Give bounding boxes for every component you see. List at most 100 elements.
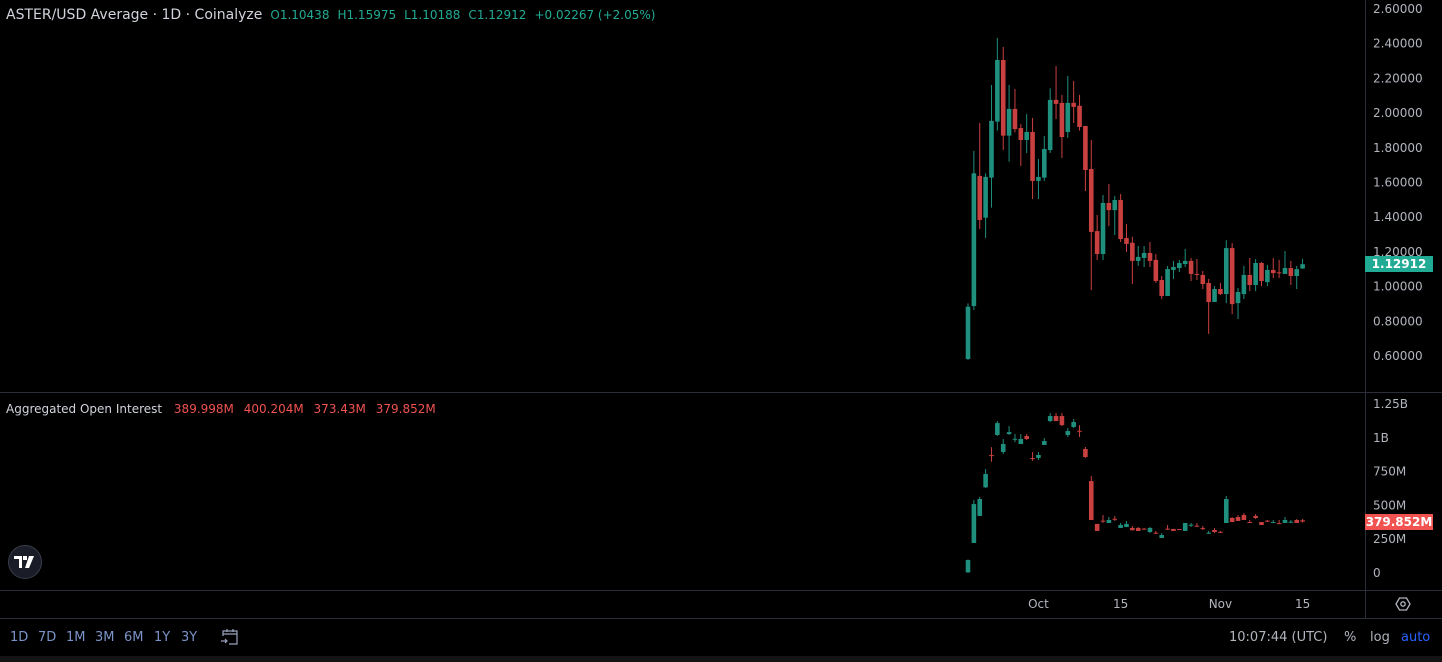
price-candle[interactable] — [1200, 270, 1206, 290]
range-1m-button[interactable]: 1M — [66, 630, 86, 645]
oi-candle[interactable] — [1141, 527, 1147, 530]
price-candle[interactable] — [1253, 259, 1258, 292]
oi-candle[interactable] — [1000, 439, 1006, 455]
oi-candle[interactable] — [1071, 419, 1076, 429]
oi-candle[interactable] — [983, 469, 988, 488]
price-candle[interactable] — [1223, 240, 1229, 304]
oi-title[interactable]: Aggregated Open Interest — [6, 402, 163, 416]
oi-candle[interactable] — [1218, 530, 1223, 533]
oi-candle[interactable] — [1171, 528, 1176, 531]
oi-candle[interactable] — [1059, 413, 1065, 427]
price-candle[interactable] — [995, 37, 1000, 131]
price-candle[interactable] — [1171, 260, 1176, 279]
oi-candle[interactable] — [1235, 514, 1241, 521]
range-3m-button[interactable]: 3M — [95, 630, 115, 645]
oi-candle[interactable] — [977, 497, 983, 516]
price-candle[interactable] — [1141, 246, 1147, 267]
oi-candle[interactable] — [1135, 527, 1141, 531]
price-candle[interactable] — [1047, 88, 1053, 154]
oi-candle[interactable] — [1153, 530, 1159, 534]
price-candle[interactable] — [1030, 117, 1035, 199]
price-candle[interactable] — [1065, 75, 1071, 138]
oi-candle[interactable] — [1229, 517, 1235, 523]
oi-candle[interactable] — [1006, 426, 1012, 435]
oi-candle[interactable] — [1223, 495, 1229, 523]
oi-candle[interactable] — [1165, 525, 1170, 531]
price-candle[interactable] — [1182, 248, 1188, 267]
oi-candle[interactable] — [1024, 434, 1029, 440]
price-candle[interactable] — [1106, 184, 1112, 227]
price-candle[interactable] — [971, 150, 977, 311]
oi-candle[interactable] — [1124, 520, 1129, 528]
price-candle[interactable] — [1000, 46, 1006, 151]
price-candle[interactable] — [1229, 243, 1235, 315]
price-candle[interactable] — [1206, 278, 1211, 334]
price-candle[interactable] — [1118, 193, 1123, 243]
price-candle[interactable] — [1241, 265, 1247, 300]
oi-candle[interactable] — [1282, 517, 1288, 523]
price-candle[interactable] — [1212, 286, 1217, 303]
percent-toggle[interactable]: % — [1344, 630, 1357, 645]
price-candle[interactable] — [1024, 113, 1029, 154]
price-candle[interactable] — [1270, 257, 1276, 279]
oi-candle[interactable] — [1253, 514, 1258, 520]
settings-hexagon-icon[interactable] — [1395, 597, 1411, 611]
price-candle[interactable] — [1042, 136, 1047, 181]
price-candle[interactable] — [1100, 194, 1106, 261]
auto-toggle[interactable]: auto — [1401, 630, 1431, 645]
tradingview-logo[interactable] — [8, 545, 42, 579]
calendar-arrow-icon[interactable] — [220, 627, 240, 651]
price-candle[interactable] — [1012, 88, 1018, 133]
oi-candle[interactable] — [1018, 434, 1024, 445]
price-candle[interactable] — [983, 173, 988, 239]
oi-candle[interactable] — [1147, 527, 1153, 533]
price-candle[interactable] — [1294, 265, 1300, 290]
log-toggle[interactable]: log — [1370, 630, 1390, 645]
oi-candle[interactable] — [1106, 517, 1112, 523]
oi-candle[interactable] — [1300, 518, 1305, 523]
range-7d-button[interactable]: 7D — [38, 630, 57, 645]
oi-candle[interactable] — [1042, 438, 1047, 445]
oi-candle[interactable] — [1241, 512, 1247, 521]
oi-candle[interactable] — [965, 559, 971, 573]
oi-candle[interactable] — [1294, 519, 1300, 523]
oi-candle[interactable] — [1188, 522, 1194, 528]
oi-candle[interactable] — [971, 499, 977, 543]
price-candle[interactable] — [1218, 282, 1223, 296]
price-candle[interactable] — [1259, 261, 1264, 287]
oi-candle[interactable] — [1012, 434, 1018, 442]
oi-candle[interactable] — [1212, 527, 1217, 533]
price-candle[interactable] — [1276, 259, 1282, 279]
price-candle[interactable] — [1094, 214, 1100, 261]
oi-candle[interactable] — [1077, 425, 1082, 437]
oi-candle[interactable] — [1182, 522, 1188, 531]
oi-candle[interactable] — [1094, 523, 1100, 531]
price-candle[interactable] — [1077, 94, 1082, 131]
oi-candle[interactable] — [1118, 522, 1123, 528]
price-candle[interactable] — [1153, 253, 1159, 283]
price-candle[interactable] — [1188, 257, 1194, 282]
price-candle[interactable] — [1147, 242, 1153, 267]
oi-candle[interactable] — [1030, 451, 1035, 461]
range-1y-button[interactable]: 1Y — [154, 630, 171, 645]
price-candle[interactable] — [1265, 264, 1270, 287]
oi-candle[interactable] — [1276, 520, 1282, 525]
price-candle[interactable] — [1124, 223, 1129, 253]
oi-candle[interactable] — [1247, 520, 1253, 524]
price-candle[interactable] — [1006, 84, 1012, 162]
oi-candle[interactable] — [1288, 520, 1294, 523]
price-candle[interactable] — [1247, 257, 1253, 292]
price-candle[interactable] — [1083, 125, 1088, 192]
price-candle[interactable] — [1071, 81, 1076, 123]
oi-candle[interactable] — [1130, 525, 1135, 531]
range-6m-button[interactable]: 6M — [124, 630, 144, 645]
price-candle[interactable] — [1300, 258, 1305, 269]
clock-time[interactable]: 10:07:44 (UTC) — [1229, 630, 1328, 645]
price-candle[interactable] — [965, 303, 971, 360]
price-candle[interactable] — [1018, 124, 1024, 167]
price-candle[interactable] — [989, 84, 994, 208]
oi-candle[interactable] — [1053, 413, 1059, 422]
price-candle[interactable] — [1112, 196, 1118, 236]
oi-candle[interactable] — [1194, 522, 1200, 528]
